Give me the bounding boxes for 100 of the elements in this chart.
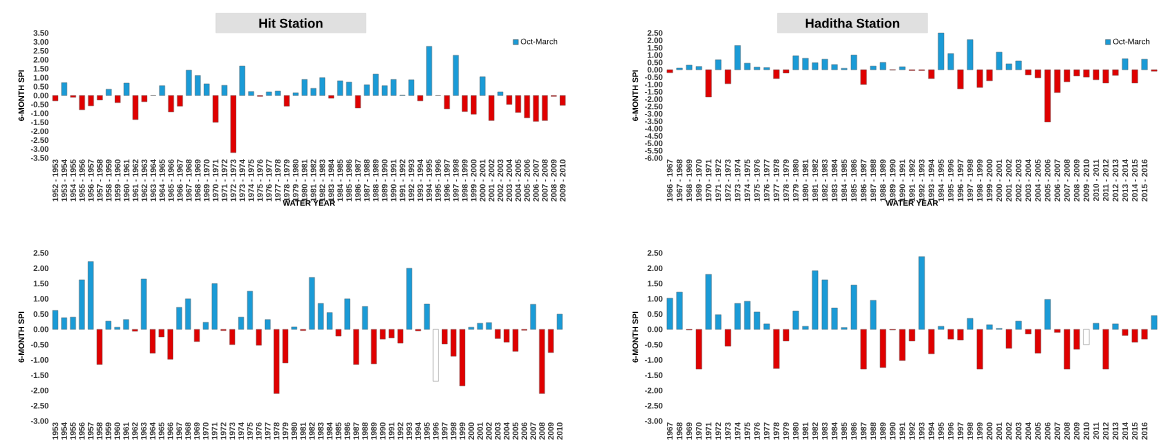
bar: [1044, 299, 1051, 330]
bar: [1025, 329, 1032, 335]
bar: [515, 95, 521, 113]
bar: [364, 84, 370, 96]
bar: [61, 317, 67, 330]
bar: [221, 85, 228, 96]
bar: [524, 95, 530, 118]
bar: [353, 329, 359, 365]
bar: [459, 329, 466, 387]
bar: [123, 319, 129, 330]
bar: [426, 46, 432, 96]
bar: [301, 79, 308, 96]
bar: [763, 67, 770, 70]
bar: [1102, 69, 1109, 84]
bar: [362, 306, 368, 330]
bar: [317, 303, 324, 330]
bar: [424, 303, 430, 330]
bar: [1005, 63, 1012, 70]
bar: [512, 329, 519, 352]
bar: [96, 329, 103, 365]
bar: [1083, 69, 1090, 78]
bar: [928, 69, 935, 79]
bar: [1093, 323, 1100, 330]
bar: [792, 310, 799, 330]
bar: [928, 329, 935, 354]
bar: [1044, 69, 1051, 123]
bar: [773, 69, 780, 79]
bar: [870, 65, 877, 70]
bar: [79, 279, 85, 330]
bar: [229, 329, 236, 345]
bar: [488, 95, 495, 121]
bar: [548, 329, 554, 353]
bar: [734, 45, 741, 70]
bar: [666, 298, 673, 330]
bar: [406, 268, 413, 330]
bar: [444, 95, 450, 110]
bar: [61, 82, 68, 96]
bar: [503, 329, 510, 343]
bar: [734, 303, 741, 330]
bar: [238, 316, 244, 330]
bar: [52, 95, 59, 102]
bar: [388, 329, 395, 339]
bar: [1122, 58, 1129, 70]
bar: [114, 95, 121, 103]
bar: [319, 77, 326, 96]
bar: [275, 90, 281, 96]
bar: [559, 95, 566, 106]
bar: [273, 329, 280, 394]
bar: [105, 320, 112, 330]
bar: [899, 329, 906, 361]
bar: [479, 76, 486, 96]
bar: [1034, 69, 1042, 79]
bar: [344, 298, 351, 330]
bar: [1093, 69, 1100, 80]
bar: [812, 62, 819, 70]
bar: [938, 326, 945, 330]
bar: [497, 91, 504, 96]
bar: [159, 85, 165, 96]
bar: [194, 329, 200, 342]
bar: [328, 95, 335, 99]
bar: [676, 291, 683, 330]
bar: [88, 95, 94, 107]
bar: [967, 318, 974, 330]
bar: [256, 329, 262, 346]
bar: [177, 95, 183, 107]
bar: [879, 62, 887, 70]
bar: [1025, 69, 1032, 76]
bar: [1054, 329, 1061, 333]
bar: [1005, 329, 1012, 349]
bar: [167, 329, 174, 360]
bar: [976, 69, 983, 88]
bar: [486, 322, 492, 330]
bar: [976, 329, 983, 370]
bar: [506, 95, 513, 105]
bar: [397, 329, 404, 344]
bar: [291, 326, 298, 330]
bar: [753, 66, 761, 70]
bar: [1151, 315, 1158, 330]
bar: [967, 39, 974, 70]
bar: [212, 95, 219, 123]
bar: [1034, 329, 1042, 354]
bar: [1112, 69, 1119, 76]
bar: [715, 59, 722, 70]
bar: [202, 322, 209, 330]
bar: [556, 313, 563, 330]
bar: [879, 329, 887, 368]
bar: [957, 69, 964, 90]
bar: [326, 312, 333, 330]
bar: [533, 95, 539, 122]
bar: [335, 329, 342, 337]
bar: [783, 69, 790, 74]
bar: [337, 80, 343, 96]
bar: [309, 277, 315, 330]
bar: [530, 304, 536, 330]
bar: [441, 329, 448, 345]
bar: [715, 314, 722, 330]
bar: [802, 326, 809, 330]
bar: [372, 73, 379, 96]
bar: [1073, 69, 1080, 77]
bar: [97, 95, 103, 101]
